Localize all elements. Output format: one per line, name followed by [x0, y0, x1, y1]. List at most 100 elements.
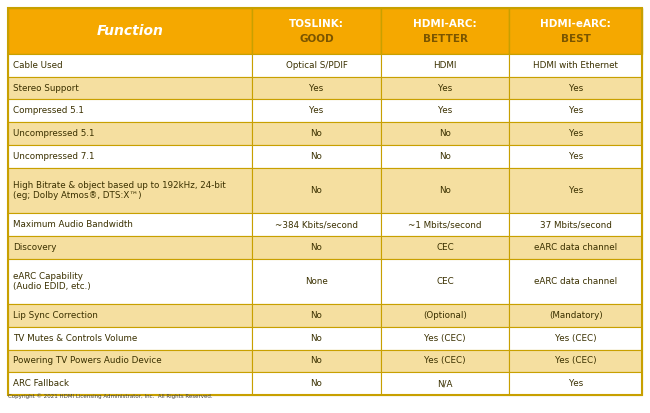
Bar: [510, 372, 642, 395]
Bar: [510, 100, 642, 122]
Bar: [8, 8, 252, 54]
Bar: [252, 304, 381, 327]
Bar: [252, 349, 381, 372]
Text: No: No: [311, 129, 322, 138]
Text: Yes: Yes: [438, 106, 452, 115]
Text: HDMI with Ethernet: HDMI with Ethernet: [533, 61, 618, 70]
Text: GOOD: GOOD: [299, 34, 333, 44]
Text: Yes: Yes: [569, 152, 583, 161]
Bar: [510, 168, 642, 213]
Bar: [252, 327, 381, 349]
Text: Yes: Yes: [569, 379, 583, 388]
Text: eARC data channel: eARC data channel: [534, 243, 618, 252]
Text: HDMI: HDMI: [434, 61, 457, 70]
Bar: [381, 327, 510, 349]
Text: Stereo Support: Stereo Support: [13, 83, 79, 93]
Bar: [252, 168, 381, 213]
Bar: [252, 372, 381, 395]
Text: Maximum Audio Bandwidth: Maximum Audio Bandwidth: [13, 220, 133, 229]
Bar: [8, 372, 252, 395]
Text: Yes: Yes: [569, 129, 583, 138]
Bar: [8, 259, 252, 304]
Bar: [381, 349, 510, 372]
Bar: [510, 213, 642, 236]
Text: No: No: [311, 356, 322, 366]
Text: No: No: [439, 186, 451, 195]
Text: HDMI-ARC:: HDMI-ARC:: [413, 19, 477, 29]
Bar: [8, 54, 252, 77]
Text: eARC data channel: eARC data channel: [534, 277, 618, 286]
Bar: [252, 213, 381, 236]
Text: N/A: N/A: [437, 379, 453, 388]
Text: Cable Used: Cable Used: [13, 61, 62, 70]
Text: Yes: Yes: [569, 83, 583, 93]
Text: Yes: Yes: [309, 83, 324, 93]
Text: None: None: [305, 277, 328, 286]
Bar: [8, 168, 252, 213]
Bar: [381, 168, 510, 213]
Text: High Bitrate & object based up to 192kHz, 24-bit
(eg; Dolby Atmos®, DTS:X™): High Bitrate & object based up to 192kHz…: [13, 181, 226, 200]
Text: Yes (CEC): Yes (CEC): [555, 356, 597, 366]
Bar: [381, 213, 510, 236]
Bar: [510, 327, 642, 349]
Text: No: No: [311, 243, 322, 252]
Bar: [8, 236, 252, 259]
Text: No: No: [311, 152, 322, 161]
Text: Yes: Yes: [309, 106, 324, 115]
Text: Yes: Yes: [438, 83, 452, 93]
Bar: [381, 145, 510, 168]
Text: No: No: [311, 311, 322, 320]
Text: ~1 Mbits/second: ~1 Mbits/second: [408, 220, 482, 229]
Bar: [381, 8, 510, 54]
Bar: [8, 349, 252, 372]
Bar: [381, 259, 510, 304]
Bar: [252, 54, 381, 77]
Text: (Optional): (Optional): [423, 311, 467, 320]
Text: No: No: [311, 379, 322, 388]
Text: Yes: Yes: [569, 186, 583, 195]
Text: Uncompressed 5.1: Uncompressed 5.1: [13, 129, 94, 138]
Bar: [381, 122, 510, 145]
Text: Yes (CEC): Yes (CEC): [555, 334, 597, 343]
Text: No: No: [439, 129, 451, 138]
Bar: [252, 259, 381, 304]
Bar: [8, 122, 252, 145]
Bar: [252, 145, 381, 168]
Text: 37 Mbits/second: 37 Mbits/second: [540, 220, 612, 229]
Text: No: No: [311, 186, 322, 195]
Bar: [381, 236, 510, 259]
Bar: [510, 8, 642, 54]
Text: Yes (CEC): Yes (CEC): [424, 334, 466, 343]
Bar: [8, 213, 252, 236]
Bar: [510, 349, 642, 372]
Bar: [381, 100, 510, 122]
Text: BETTER: BETTER: [422, 34, 467, 44]
Bar: [381, 304, 510, 327]
Bar: [252, 8, 381, 54]
Text: TOSLINK:: TOSLINK:: [289, 19, 344, 29]
Text: Optical S/PDIF: Optical S/PDIF: [285, 61, 347, 70]
Bar: [510, 236, 642, 259]
Text: Function: Function: [97, 24, 164, 38]
Bar: [8, 145, 252, 168]
Bar: [381, 54, 510, 77]
Text: Discovery: Discovery: [13, 243, 57, 252]
Text: No: No: [311, 334, 322, 343]
Bar: [252, 122, 381, 145]
Text: Yes (CEC): Yes (CEC): [424, 356, 466, 366]
Text: eARC Capability
(Audio EDID, etc.): eARC Capability (Audio EDID, etc.): [13, 272, 91, 291]
Text: HDMI-eARC:: HDMI-eARC:: [540, 19, 611, 29]
Text: ~384 Kbits/second: ~384 Kbits/second: [275, 220, 358, 229]
Bar: [8, 304, 252, 327]
Text: Uncompressed 7.1: Uncompressed 7.1: [13, 152, 94, 161]
Text: CEC: CEC: [436, 243, 454, 252]
Text: Compressed 5.1: Compressed 5.1: [13, 106, 84, 115]
Bar: [510, 77, 642, 100]
Bar: [8, 327, 252, 349]
Text: Powering TV Powers Audio Device: Powering TV Powers Audio Device: [13, 356, 162, 366]
Text: Lip Sync Correction: Lip Sync Correction: [13, 311, 98, 320]
Text: BEST: BEST: [561, 34, 591, 44]
Text: CEC: CEC: [436, 277, 454, 286]
Bar: [510, 259, 642, 304]
Bar: [510, 145, 642, 168]
